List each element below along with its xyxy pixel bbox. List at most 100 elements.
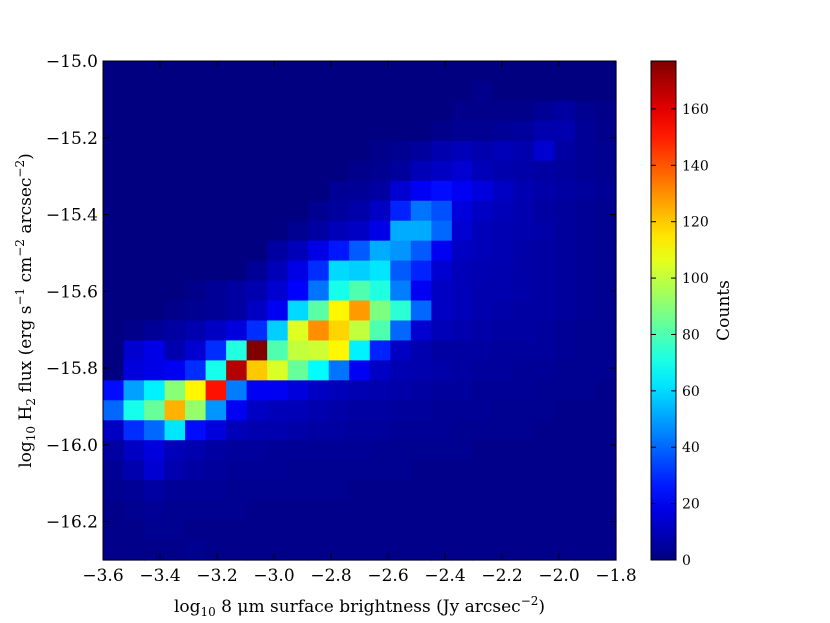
heatmap-cell bbox=[369, 220, 391, 242]
heatmap-cell bbox=[328, 220, 350, 242]
heatmap-cell bbox=[410, 240, 432, 262]
heatmap-cell bbox=[205, 540, 227, 561]
heatmap-cell bbox=[205, 440, 227, 461]
heatmap-cell bbox=[554, 540, 576, 561]
heatmap-cell bbox=[492, 400, 514, 421]
heatmap-cell bbox=[431, 460, 453, 481]
heatmap-cell bbox=[144, 220, 166, 242]
heatmap-cell bbox=[390, 360, 412, 381]
colorbar-tick-label: 120 bbox=[682, 215, 709, 231]
heatmap-cell bbox=[246, 480, 268, 501]
heatmap-cell bbox=[308, 300, 330, 322]
heatmap-cell bbox=[144, 540, 166, 561]
heatmap-cell bbox=[287, 400, 309, 421]
colorbar-tick-label: 160 bbox=[682, 102, 709, 118]
heatmap-cell bbox=[533, 100, 556, 122]
heatmap-cell bbox=[308, 200, 330, 222]
heatmap-cell bbox=[431, 360, 453, 381]
heatmap-cell bbox=[369, 300, 391, 322]
heatmap-cell bbox=[287, 140, 309, 162]
heatmap-cell bbox=[451, 480, 473, 501]
heatmap-cell bbox=[267, 420, 289, 441]
heatmap-cell bbox=[287, 360, 309, 381]
heatmap-cell bbox=[574, 240, 597, 262]
heatmap-cell bbox=[595, 61, 617, 82]
heatmap-cell bbox=[144, 160, 166, 182]
heatmap-cell bbox=[103, 400, 125, 421]
heatmap-cell bbox=[164, 340, 186, 361]
heatmap-cell bbox=[328, 500, 350, 521]
heatmap-cell bbox=[144, 320, 166, 342]
heatmap-cell bbox=[328, 280, 350, 302]
heatmap-cell bbox=[390, 300, 412, 322]
heatmap-cell bbox=[410, 160, 432, 182]
heatmap-cell bbox=[328, 440, 350, 461]
heatmap-cell bbox=[308, 220, 330, 242]
heatmap-cell bbox=[308, 240, 330, 262]
heatmap-cell bbox=[349, 240, 371, 262]
heatmap-cell bbox=[226, 540, 248, 561]
heatmap-cell bbox=[369, 240, 391, 262]
heatmap-cell bbox=[369, 440, 391, 461]
heatmap-cell bbox=[513, 520, 535, 541]
heatmap-cell bbox=[103, 140, 125, 162]
heatmap-cell bbox=[349, 320, 371, 342]
heatmap-cell bbox=[144, 360, 166, 381]
heatmap-cell bbox=[103, 480, 125, 501]
heatmap-cell bbox=[390, 400, 412, 421]
x-tick-label: −2.0 bbox=[538, 566, 579, 586]
heatmap-cell bbox=[103, 540, 125, 561]
x-axis-label-sup: −2 bbox=[521, 594, 539, 608]
heatmap-cell bbox=[533, 320, 556, 342]
heatmap-cell bbox=[369, 140, 391, 162]
heatmap-cell bbox=[103, 61, 125, 82]
heatmap-cell bbox=[267, 180, 289, 202]
heatmap-cell bbox=[144, 260, 166, 282]
y-tick-label: −15.0 bbox=[46, 52, 98, 72]
heatmap-cell bbox=[349, 420, 371, 441]
heatmap-cell bbox=[451, 400, 473, 421]
heatmap-cell bbox=[554, 100, 576, 122]
heatmap-cell bbox=[267, 160, 289, 182]
heatmap-cell bbox=[390, 61, 412, 82]
colorbar-tick-label: 100 bbox=[682, 271, 709, 287]
heatmap-cell bbox=[267, 440, 289, 461]
heatmap-cell bbox=[513, 540, 535, 561]
heatmap-cell bbox=[431, 340, 453, 361]
heatmap-cell bbox=[328, 420, 350, 441]
heatmap-cell bbox=[123, 100, 145, 122]
heatmap-cell bbox=[554, 420, 576, 441]
heatmap-cell bbox=[226, 440, 248, 461]
heatmap-cell bbox=[513, 420, 535, 441]
heatmap-cell bbox=[103, 520, 125, 541]
heatmap-cell bbox=[164, 460, 186, 481]
heatmap-cell bbox=[205, 260, 227, 282]
heatmap-cell bbox=[533, 280, 556, 302]
heatmap-cell bbox=[164, 180, 186, 202]
heatmap-cell bbox=[533, 440, 556, 461]
heatmap-cell bbox=[574, 200, 597, 222]
heatmap-cell bbox=[246, 540, 268, 561]
heatmap-cell bbox=[492, 520, 514, 541]
heatmap-cell bbox=[287, 200, 309, 222]
heatmap-cell bbox=[369, 360, 391, 381]
heatmap-cell bbox=[431, 100, 453, 122]
heatmap-cell bbox=[328, 160, 350, 182]
heatmap-cell bbox=[185, 80, 207, 102]
heatmap-cell bbox=[369, 280, 391, 302]
heatmap-cell bbox=[185, 61, 207, 82]
heatmap-cell bbox=[574, 320, 597, 342]
heatmap-cell bbox=[390, 380, 412, 401]
heatmap-cell bbox=[308, 520, 330, 541]
heatmap-cell bbox=[533, 240, 556, 262]
heatmap-cell bbox=[185, 520, 207, 541]
heatmap-cell bbox=[554, 200, 576, 222]
heatmap-cell bbox=[205, 500, 227, 521]
heatmap-cell bbox=[554, 320, 576, 342]
heatmap-cell bbox=[287, 100, 309, 122]
heatmap-cell bbox=[205, 400, 227, 421]
x-axis-label-sub: 10 bbox=[201, 605, 216, 619]
heatmap-cell bbox=[574, 480, 597, 501]
heatmap-cell bbox=[410, 520, 432, 541]
heatmap-cell bbox=[308, 380, 330, 401]
